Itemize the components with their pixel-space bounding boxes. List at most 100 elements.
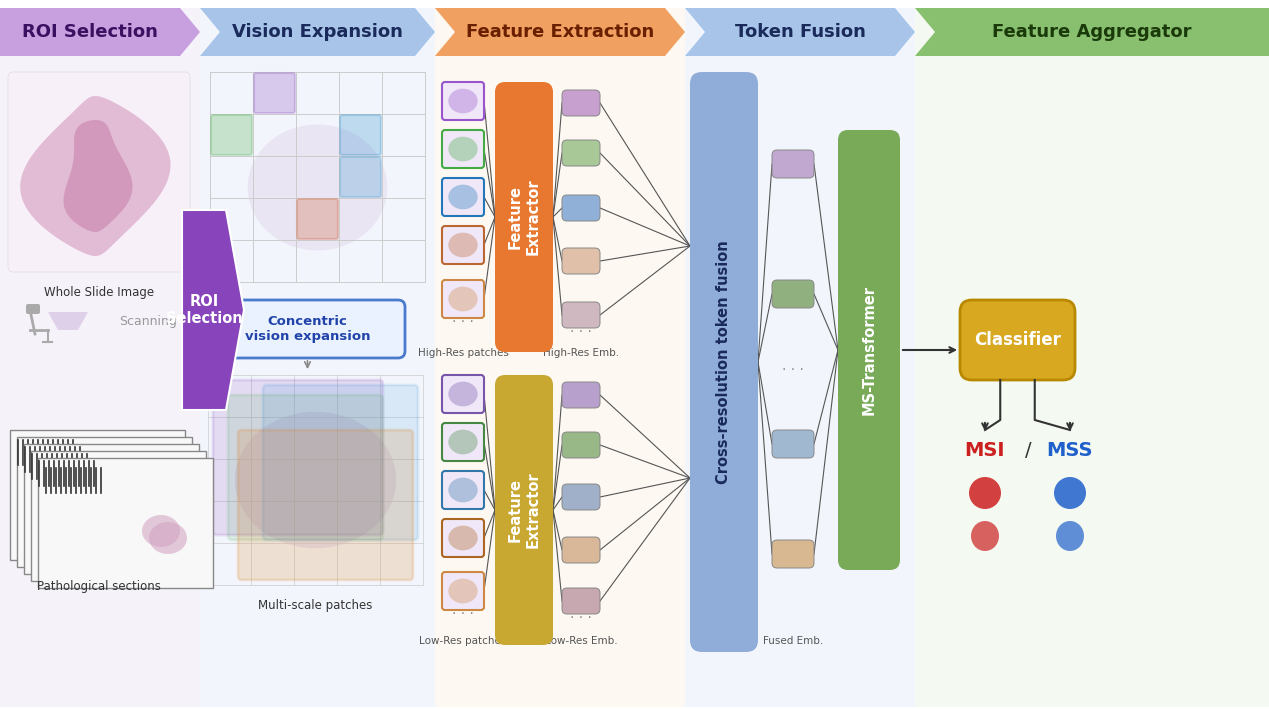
Polygon shape <box>201 8 435 56</box>
FancyBboxPatch shape <box>562 382 600 408</box>
Text: Low-Res patches: Low-Res patches <box>419 636 506 646</box>
FancyBboxPatch shape <box>211 115 253 155</box>
FancyBboxPatch shape <box>562 195 600 221</box>
Polygon shape <box>181 210 244 410</box>
FancyBboxPatch shape <box>442 226 483 264</box>
Ellipse shape <box>448 137 477 162</box>
Polygon shape <box>48 312 88 330</box>
FancyBboxPatch shape <box>495 375 553 645</box>
FancyBboxPatch shape <box>228 395 383 540</box>
Ellipse shape <box>448 89 477 113</box>
FancyBboxPatch shape <box>209 300 405 358</box>
Bar <box>24 444 199 574</box>
Bar <box>16 437 192 567</box>
FancyBboxPatch shape <box>562 248 600 274</box>
Polygon shape <box>915 8 1269 56</box>
Polygon shape <box>20 96 170 256</box>
Ellipse shape <box>148 522 187 554</box>
Text: ROI Selection: ROI Selection <box>22 23 157 41</box>
Bar <box>435 8 685 707</box>
Bar <box>685 8 915 707</box>
FancyBboxPatch shape <box>263 385 418 540</box>
Text: Whole Slide Image: Whole Slide Image <box>44 286 154 299</box>
FancyBboxPatch shape <box>961 300 1075 380</box>
FancyBboxPatch shape <box>772 150 813 178</box>
FancyBboxPatch shape <box>442 375 483 413</box>
Bar <box>201 8 435 707</box>
Circle shape <box>970 477 1001 509</box>
Text: Multi-scale patches: Multi-scale patches <box>259 599 373 612</box>
Ellipse shape <box>448 430 477 454</box>
FancyBboxPatch shape <box>340 115 381 155</box>
FancyBboxPatch shape <box>838 130 900 570</box>
FancyBboxPatch shape <box>772 430 813 458</box>
Text: Feature Aggregator: Feature Aggregator <box>992 23 1192 41</box>
FancyBboxPatch shape <box>442 423 483 461</box>
FancyBboxPatch shape <box>25 304 41 314</box>
Text: /: / <box>1024 440 1032 459</box>
Polygon shape <box>0 8 201 56</box>
Text: Feature Extraction: Feature Extraction <box>466 23 654 41</box>
FancyBboxPatch shape <box>340 157 381 197</box>
FancyBboxPatch shape <box>772 280 813 308</box>
Text: Cross-resolution token fusion: Cross-resolution token fusion <box>717 240 731 484</box>
Ellipse shape <box>235 412 396 548</box>
Ellipse shape <box>135 508 173 540</box>
Bar <box>10 430 185 560</box>
Text: Vision Expansion: Vision Expansion <box>232 23 404 41</box>
Circle shape <box>1055 477 1086 509</box>
FancyBboxPatch shape <box>213 380 383 535</box>
Polygon shape <box>435 8 685 56</box>
FancyBboxPatch shape <box>442 471 483 509</box>
Bar <box>38 458 213 588</box>
Text: · · ·: · · · <box>570 611 591 625</box>
Text: MS-Transformer: MS-Transformer <box>862 285 877 415</box>
FancyBboxPatch shape <box>297 199 338 239</box>
Text: · · ·: · · · <box>452 607 473 621</box>
FancyBboxPatch shape <box>690 72 758 652</box>
Ellipse shape <box>448 579 477 603</box>
Ellipse shape <box>247 125 387 250</box>
Text: Feature
Extractor: Feature Extractor <box>508 471 541 548</box>
Bar <box>915 8 1269 707</box>
FancyBboxPatch shape <box>442 130 483 168</box>
FancyBboxPatch shape <box>562 537 600 563</box>
FancyBboxPatch shape <box>442 178 483 216</box>
FancyBboxPatch shape <box>562 302 600 328</box>
Ellipse shape <box>448 184 477 209</box>
FancyBboxPatch shape <box>772 540 813 568</box>
Text: Feature
Extractor: Feature Extractor <box>508 179 541 255</box>
Text: ROI
Selection: ROI Selection <box>166 294 242 326</box>
Ellipse shape <box>142 515 180 547</box>
Text: Fused Emb.: Fused Emb. <box>763 636 824 646</box>
Text: High-Res Emb.: High-Res Emb. <box>543 348 619 358</box>
FancyBboxPatch shape <box>562 484 600 510</box>
Text: · · ·: · · · <box>452 315 473 329</box>
Text: Token Fusion: Token Fusion <box>735 23 865 41</box>
FancyBboxPatch shape <box>562 432 600 458</box>
Polygon shape <box>63 120 132 232</box>
Ellipse shape <box>121 494 159 526</box>
FancyBboxPatch shape <box>254 73 294 113</box>
FancyBboxPatch shape <box>442 519 483 557</box>
Text: High-Res patches: High-Res patches <box>418 348 509 358</box>
FancyBboxPatch shape <box>8 72 190 272</box>
Ellipse shape <box>448 233 477 257</box>
FancyBboxPatch shape <box>562 140 600 166</box>
Text: Concentric
vision expansion: Concentric vision expansion <box>245 315 371 343</box>
Bar <box>30 451 206 581</box>
Text: Pathological sections: Pathological sections <box>37 580 161 593</box>
FancyBboxPatch shape <box>442 82 483 120</box>
Ellipse shape <box>1056 521 1084 551</box>
Text: · · ·: · · · <box>782 363 805 377</box>
Polygon shape <box>685 8 915 56</box>
FancyBboxPatch shape <box>442 572 483 610</box>
Ellipse shape <box>128 501 166 533</box>
FancyBboxPatch shape <box>562 90 600 116</box>
Ellipse shape <box>448 286 477 311</box>
Text: Low-Res Emb.: Low-Res Emb. <box>544 636 617 646</box>
Ellipse shape <box>448 478 477 503</box>
Text: Scanning: Scanning <box>119 316 176 328</box>
Ellipse shape <box>448 525 477 550</box>
Ellipse shape <box>448 381 477 406</box>
